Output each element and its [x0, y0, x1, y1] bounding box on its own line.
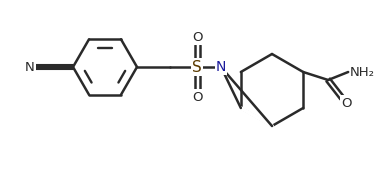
Text: NH₂: NH₂ — [350, 65, 375, 78]
Text: O: O — [192, 31, 202, 43]
Text: N: N — [25, 60, 35, 73]
Text: N: N — [216, 60, 226, 74]
Text: O: O — [192, 90, 202, 103]
Text: S: S — [192, 60, 202, 75]
Text: O: O — [341, 97, 351, 110]
